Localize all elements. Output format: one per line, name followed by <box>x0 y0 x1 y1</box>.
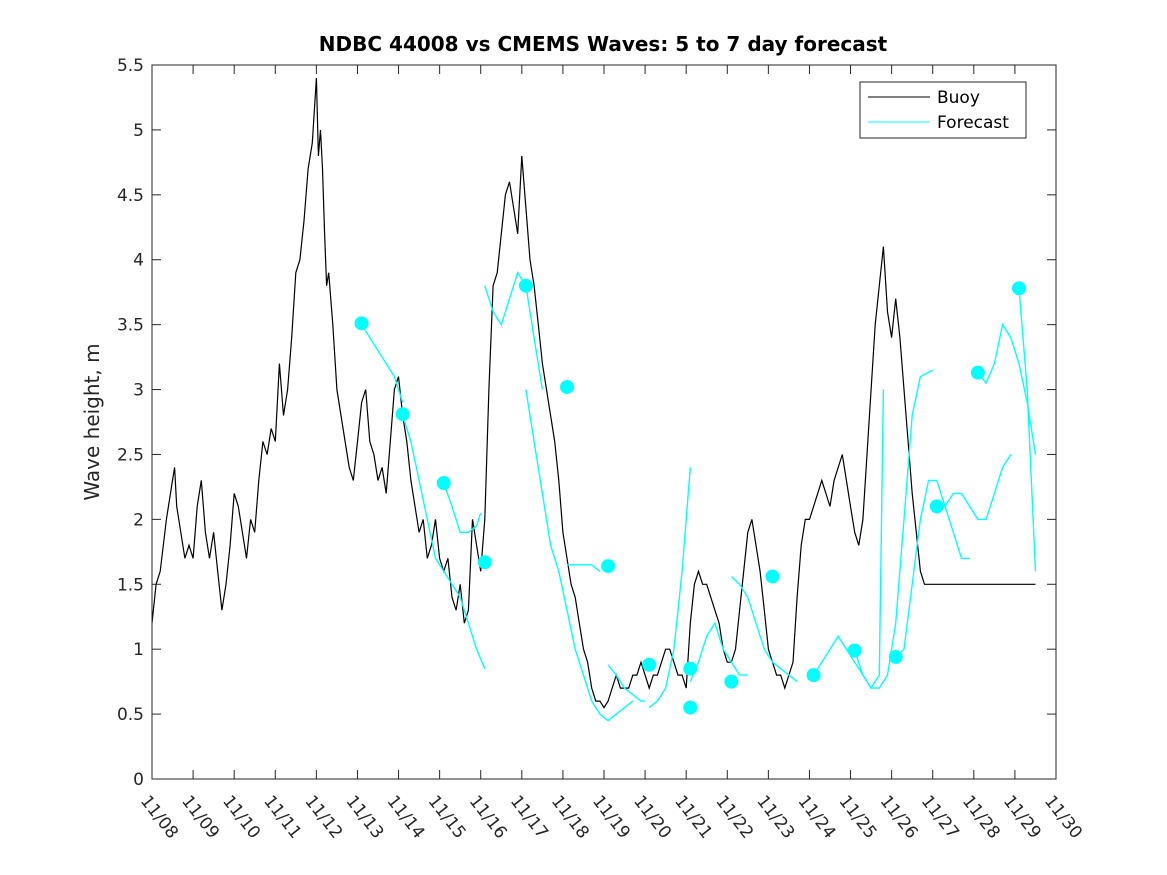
y-tick-label: 1.5 <box>117 575 144 595</box>
forecast-series-line-9 <box>689 621 748 682</box>
x-tick-label: 11/22 <box>711 792 757 843</box>
y-tick-label: 4.5 <box>117 186 144 206</box>
x-tick-label: 11/17 <box>506 792 552 843</box>
x-tick-label: 11/23 <box>752 792 798 843</box>
forecast-start-marker <box>765 569 780 584</box>
y-tick-label: 2 <box>133 510 144 530</box>
x-tick-label: 11/21 <box>670 792 716 843</box>
forecast-series-line-3 <box>443 482 482 533</box>
x-tick-label: 11/14 <box>383 792 429 843</box>
forecast-start-marker <box>929 499 944 514</box>
y-tick-label: 4 <box>133 251 144 271</box>
x-tick-label: 11/26 <box>876 792 922 843</box>
forecast-series-line-15 <box>977 322 1037 455</box>
x-tick-label: 11/25 <box>835 792 881 843</box>
y-tick-label: 0 <box>133 770 144 790</box>
x-tick-label: 11/11 <box>259 792 305 843</box>
y-tick-label: 3.5 <box>117 316 144 336</box>
forecast-series-line-10 <box>730 575 798 683</box>
forecast-start-marker <box>436 476 451 491</box>
forecast-series-line-7 <box>607 664 646 702</box>
legend-box <box>859 81 1027 139</box>
chart-title: NDBC 44008 vs CMEMS Waves: 5 to 7 day fo… <box>319 32 888 56</box>
x-tick-label: 11/18 <box>547 792 593 843</box>
forecast-start-marker <box>1012 281 1027 296</box>
forecast-start-marker <box>560 379 575 394</box>
x-tick-label: 11/09 <box>177 792 223 843</box>
forecast-start-marker <box>847 643 862 658</box>
forecast-start-marker <box>477 555 492 570</box>
x-tick-label: 11/30 <box>1040 792 1086 843</box>
legend-forecast-label: Forecast <box>937 113 1009 133</box>
forecast-start-marker <box>354 316 369 331</box>
forecast-start-marker <box>888 649 903 664</box>
x-tick-label: 11/12 <box>300 792 346 843</box>
y-tick-label: 3 <box>133 381 144 401</box>
forecast-series-line-2 <box>402 415 486 669</box>
series-layer <box>151 77 1037 722</box>
y-tick-label: 0.5 <box>117 705 144 725</box>
forecast-series-line-12 <box>854 369 934 689</box>
x-tick-label: 11/29 <box>999 792 1045 843</box>
x-tick-label: 11/16 <box>465 792 511 843</box>
forecast-start-marker <box>683 700 698 715</box>
forecast-series-line-5 <box>525 389 634 722</box>
forecast-start-marker <box>642 657 657 672</box>
forecast-start-marker <box>683 661 698 676</box>
forecast-series-line-16 <box>1018 288 1037 572</box>
x-tick-label: 11/20 <box>629 792 675 843</box>
forecast-start-marker <box>601 559 616 574</box>
forecast-start-marker <box>518 278 533 293</box>
plot-area <box>152 65 1056 779</box>
x-tick-label: 11/27 <box>917 792 963 843</box>
forecast-series-line-13 <box>895 479 970 658</box>
forecast-series-line-14 <box>936 454 1012 521</box>
x-tick-label: 11/24 <box>794 792 840 843</box>
marker-layer <box>354 278 1027 715</box>
legend-buoy-label: Buoy <box>937 88 980 108</box>
x-tick-label: 11/28 <box>958 792 1004 843</box>
forecast-series-line-1 <box>361 324 404 403</box>
y-tick-label: 2.5 <box>117 445 144 465</box>
legend: Buoy Forecast <box>859 81 1027 139</box>
x-tick-label: 11/15 <box>424 792 470 843</box>
x-tick-label: 11/13 <box>342 792 388 843</box>
x-tick-label: 11/19 <box>588 792 634 843</box>
forecast-series-line-4 <box>484 271 544 390</box>
y-tick-label: 5 <box>133 121 144 141</box>
forecast-start-marker <box>806 668 821 683</box>
x-tick-label: 11/08 <box>136 792 182 843</box>
forecast-series-line-8 <box>648 467 691 709</box>
x-tick-label: 11/10 <box>218 792 264 843</box>
y-axis-label: Wave height, m <box>80 343 104 500</box>
y-tick-label: 1 <box>133 640 144 660</box>
forecast-start-marker <box>395 407 410 422</box>
forecast-start-marker <box>724 674 739 689</box>
forecast-series-line-6 <box>567 564 601 572</box>
buoy-series-line <box>151 77 1036 709</box>
y-tick-label: 5.5 <box>117 56 144 76</box>
forecast-start-marker <box>970 365 985 380</box>
